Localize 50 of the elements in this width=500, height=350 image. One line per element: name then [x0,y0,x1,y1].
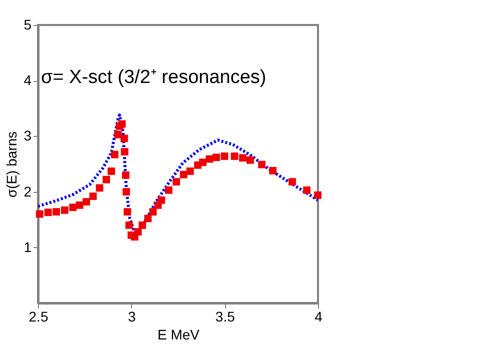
point [138,221,146,229]
point [230,152,238,160]
point [120,134,128,142]
x-tick-label: 2.5 [28,308,48,324]
point [52,208,60,216]
point [258,160,266,168]
point [212,154,220,162]
x-tick-label: 3.5 [215,308,236,324]
point [164,186,172,194]
point [239,154,246,162]
point [102,176,110,184]
x-tick-label: 3 [128,308,136,324]
point [269,166,277,174]
point [246,156,254,164]
y-axis-title: σ(E) barns [4,131,20,198]
point [82,198,90,206]
y-tick-label: 1 [24,238,32,255]
y-tick-label: 4 [24,72,32,88]
point [89,192,97,200]
point [124,208,132,216]
point [158,196,166,204]
point [60,206,68,214]
point [125,221,133,229]
point [144,214,152,222]
point [180,170,188,178]
point [96,184,104,192]
point [122,171,130,179]
x-axis-title: E MeV [157,326,200,342]
y-tick-label: 3 [24,128,32,144]
point [122,188,130,196]
point [108,168,116,175]
y-tick-label: 5 [24,16,32,32]
point [44,208,52,216]
point [36,210,44,218]
point [120,148,128,156]
point [172,178,180,186]
x-tick-label: 4 [314,308,323,324]
point [134,228,142,236]
y-tick-label: 2 [24,183,32,200]
point [69,204,77,212]
annotation: σ= X-sct (3/2⁺ resonances) [41,67,266,88]
point [303,186,311,194]
point [220,152,228,160]
point [76,201,84,209]
point [314,191,322,199]
point [288,178,296,186]
point [149,208,157,216]
point [199,158,207,166]
point [111,150,118,158]
point [186,168,194,175]
